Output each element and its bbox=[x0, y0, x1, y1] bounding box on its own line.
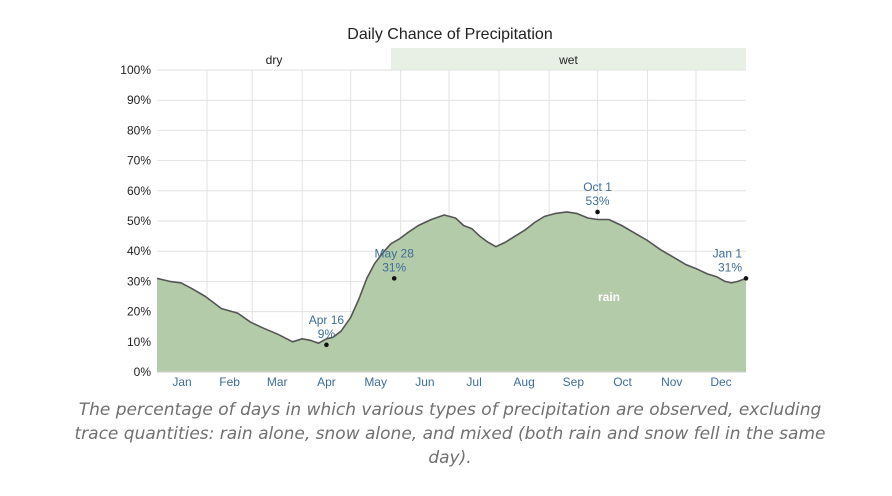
annotation-date: May 28 bbox=[375, 246, 415, 260]
y-tick-label: 50% bbox=[127, 214, 151, 228]
y-tick-label: 80% bbox=[127, 123, 151, 137]
y-tick-label: 20% bbox=[127, 305, 151, 319]
y-tick-label: 30% bbox=[127, 274, 151, 288]
x-tick-label: Jun bbox=[415, 375, 434, 389]
chart-caption: The percentage of days in which various … bbox=[74, 400, 826, 468]
x-tick-label: Sep bbox=[563, 375, 585, 389]
annotation-date: Apr 16 bbox=[309, 313, 345, 327]
annotation-value: 9% bbox=[318, 327, 336, 341]
y-tick-label: 70% bbox=[127, 154, 151, 168]
annotation-point bbox=[743, 276, 749, 281]
season-bands: dry wet bbox=[157, 48, 746, 70]
annotation-point bbox=[595, 209, 600, 215]
y-tick-label: 60% bbox=[127, 184, 151, 198]
y-tick-label: 10% bbox=[127, 335, 151, 349]
annotation-date: Jan 1 bbox=[713, 246, 743, 260]
annotation-point bbox=[391, 276, 397, 281]
y-tick-label: 90% bbox=[127, 93, 151, 107]
series-label-rain: rain bbox=[598, 290, 620, 304]
precipitation-chart: Daily Chance of Precipitation dry wet rai… bbox=[120, 26, 749, 389]
x-tick-label: Apr bbox=[317, 375, 336, 389]
axis-layer: 0% 10% 20% 30% 40% 50% 60% 70% 80% 90% 100% Jan Feb M… bbox=[120, 63, 746, 389]
annotation-value: 31% bbox=[718, 260, 742, 274]
x-tick-label: Dec bbox=[710, 375, 731, 389]
x-tick-label: Feb bbox=[219, 375, 240, 389]
x-tick-label: Jan bbox=[172, 375, 191, 389]
season-label-wet: wet bbox=[558, 53, 578, 67]
series-area-rain bbox=[157, 211, 746, 372]
x-tick-label: Mar bbox=[267, 375, 288, 389]
season-band-dry bbox=[157, 48, 391, 70]
x-tick-label: Oct bbox=[613, 375, 632, 389]
y-tick-label: 100% bbox=[120, 63, 151, 77]
annotation-point bbox=[324, 342, 329, 348]
x-tick-label: Nov bbox=[661, 375, 682, 389]
annotation-date: Oct 1 bbox=[583, 180, 612, 194]
y-tick-label: 40% bbox=[127, 244, 151, 258]
chart-title: Daily Chance of Precipitation bbox=[347, 26, 552, 43]
x-tick-label: Jul bbox=[466, 375, 481, 389]
series-line-rain bbox=[156, 211, 747, 345]
y-tick-label: 0% bbox=[134, 365, 152, 379]
season-band-wet bbox=[390, 48, 746, 70]
x-tick-label: Aug bbox=[513, 375, 534, 389]
area-layer: rain bbox=[156, 211, 747, 372]
x-tick-label: May bbox=[364, 375, 387, 389]
annotation-value: 31% bbox=[382, 260, 406, 274]
season-label-dry: dry bbox=[266, 53, 283, 67]
annotation-value: 53% bbox=[586, 194, 610, 208]
